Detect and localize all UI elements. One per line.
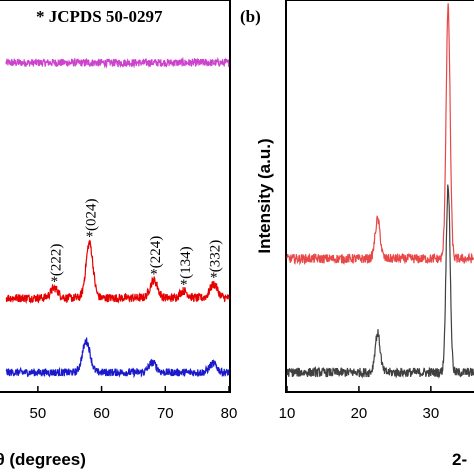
panel-b-series-2 [286,184,474,379]
peak-marker: * [51,274,59,290]
peak-label: (332) [208,240,224,273]
peak-label: (024) [83,199,99,232]
peak-marker: * [86,229,94,245]
reference-label: * JCPDS 50-0297 [36,7,163,26]
panel-b-x-tick-label: 20 [351,405,368,422]
panel-a: 50 60 70 80 *(222)*(024)*(224)*(134) *(332) … [0,0,237,469]
panel-b-x-ticks: 10 20 30 [279,386,440,422]
panel-a-x-tick-label: 50 [30,405,47,422]
peak-marker: * [150,266,158,282]
panel-a-x-tick-label: 80 [221,405,238,422]
panel-b-x-axis-label: 2- [452,450,467,469]
panel-b-y-axis-label: Intensity (a.u.) [255,138,274,253]
peak-marker: * [180,277,188,293]
panel-b-x-tick-label: 10 [279,405,296,422]
panel-a-x-tick-label: 70 [157,405,174,422]
panel-a-x-axis-label: 2θ (degrees) [0,450,86,469]
panel-a-series [5,56,230,379]
peak-label: (222) [48,244,64,277]
panel-a-x-ticks: 50 60 70 80 [30,386,238,422]
panel-b: 10 20 30 (b) Intensity (a.u.) 2- [240,0,474,469]
panel-b-series [286,3,474,379]
panel-a-x-tick-label: 60 [93,405,110,422]
panel-a-frame [0,0,231,393]
panel-b-series-1 [286,3,474,266]
panel-a-series-1 [5,56,230,69]
peak-label: (134) [178,246,194,279]
peak-marker: * [210,270,218,286]
panel-a-series-3 [5,337,230,379]
panel-b-x-tick-label: 30 [423,405,440,422]
panel-a-series-2 [5,239,230,305]
panel-b-frame [285,0,474,393]
panel-b-label: (b) [240,7,261,26]
peak-label: (224) [148,236,164,269]
panel-a-peak-annotations: *(222)*(024)*(224)*(134) *(332) [48,199,223,293]
